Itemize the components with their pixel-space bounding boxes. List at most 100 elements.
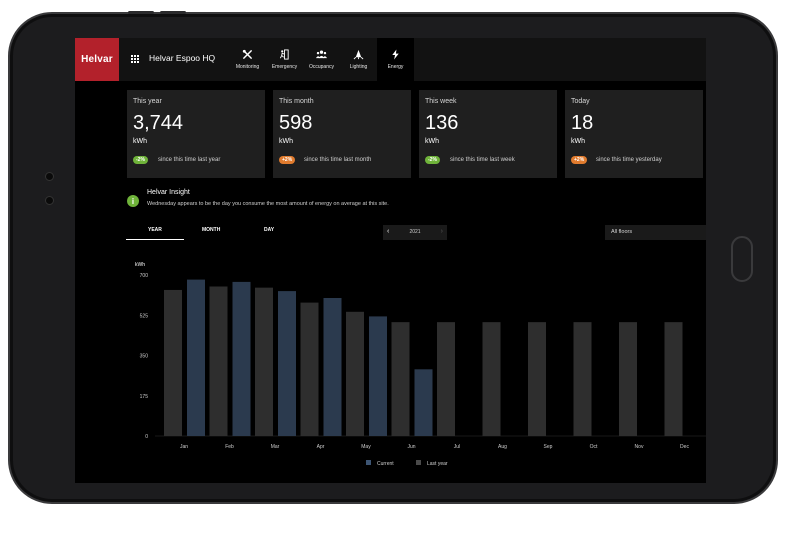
card-value: 136 (425, 112, 459, 134)
x-tick-label: Nov (635, 444, 644, 450)
light-icon (353, 49, 364, 60)
change-badge: +2% (279, 156, 296, 164)
x-tick-label: May (361, 444, 371, 450)
x-tick-label: Feb (225, 444, 234, 450)
card-title: This month (279, 98, 314, 105)
bar-last-year (164, 289, 182, 436)
change-badge: -2% (133, 156, 148, 164)
legend-swatch-current (366, 460, 371, 465)
card-unit: kWh (571, 138, 585, 145)
bar-current (369, 316, 387, 436)
card-title: Today (571, 98, 590, 105)
info-icon: i (127, 195, 139, 207)
main-nav: Monitoring Emergency Occupancy Lighting … (229, 38, 414, 81)
x-tick-label: Apr (317, 444, 325, 450)
card-unit: kWh (425, 138, 439, 145)
y-tick-label: 0 (145, 434, 148, 440)
y-tick-label: 700 (140, 273, 149, 279)
y-axis-label: kWh (135, 262, 145, 268)
card-value: 598 (279, 112, 313, 134)
tablet-side-button (128, 11, 154, 14)
nav-label: Energy (387, 64, 404, 70)
x-tick-label: Oct (590, 444, 598, 450)
nav-occupancy[interactable]: Occupancy (303, 38, 340, 81)
nav-label: Emergency (271, 64, 298, 70)
card-title: This year (133, 98, 162, 105)
bar-last-year (619, 322, 637, 436)
bar-last-year (482, 322, 501, 436)
site-name[interactable]: Helvar Espoo HQ (149, 53, 216, 63)
change-badge: +2% (571, 156, 588, 164)
bar-last-year (300, 302, 319, 436)
bar-last-year (209, 286, 228, 436)
floor-select-value: All floors (611, 229, 633, 235)
bolt-icon (392, 49, 399, 60)
legend-label-last-year: Last year (427, 461, 448, 467)
y-tick-label: 525 (140, 313, 149, 319)
card-value: 18 (571, 112, 594, 134)
nav-monitoring[interactable]: Monitoring (229, 38, 266, 81)
year-selector: ‹ 2021 › (383, 225, 447, 240)
bar-current (323, 298, 342, 436)
period-tabs: YEAR MONTH DAY (126, 227, 306, 241)
bar-current (278, 291, 296, 436)
grid-icon[interactable] (131, 55, 139, 63)
bar-current (414, 369, 433, 436)
card-compare-text: since this time last month (304, 157, 372, 163)
card-this-year[interactable]: This year 3,744 kWh -2% since this time … (127, 90, 265, 178)
card-compare-text: since this time yesterday (596, 157, 662, 163)
card-this-month[interactable]: This month 598 kWh +2% since this time l… (273, 90, 411, 178)
bar-last-year (255, 287, 273, 436)
card-value: 3,744 (133, 112, 184, 134)
active-tab-indicator (126, 239, 184, 240)
x-tick-label: Aug (498, 444, 507, 450)
nav-lighting[interactable]: Lighting (340, 38, 377, 81)
helvar-logo[interactable]: Helvar (75, 38, 119, 81)
bar-last-year (437, 322, 455, 436)
card-this-week[interactable]: This week 136 kWh -2% since this time la… (419, 90, 557, 178)
summary-cards: This year 3,744 kWh -2% since this time … (127, 90, 703, 178)
legend-swatch-last-year (416, 460, 421, 465)
tab-month[interactable]: MONTH (202, 227, 221, 233)
nav-label: Monitoring (235, 64, 260, 70)
card-title: This week (425, 98, 457, 105)
insight-text: Wednesday appears to be the day you cons… (147, 201, 389, 207)
legend-label-current: Current (377, 461, 394, 467)
nav-energy[interactable]: Energy (377, 38, 414, 81)
nav-emergency[interactable]: Emergency (266, 38, 303, 81)
chevron-left-icon[interactable]: ‹ (387, 228, 390, 235)
emergency-exit-icon (279, 49, 289, 60)
bar-current (232, 281, 251, 436)
tablet-side-button (160, 11, 186, 14)
tablet-sensor (45, 196, 54, 205)
x-tick-label: Jun (407, 444, 415, 450)
energy-chart: kWh 0 175 350 525 700 Jan Feb Mar Apr May Jun Jul Aug… (135, 262, 706, 467)
insight-title: Helvar Insight (147, 189, 190, 196)
bar-last-year (346, 311, 364, 436)
card-unit: kWh (279, 138, 293, 145)
bar-last-year (528, 322, 546, 436)
screen: Helvar Helvar Espoo HQ Monitoring Emerge… (75, 38, 706, 483)
bar-current (187, 279, 205, 436)
y-tick-label: 350 (140, 354, 149, 360)
floor-select[interactable]: All floors (605, 225, 706, 240)
chevron-right-icon[interactable]: › (440, 228, 443, 235)
tablet-home-button[interactable] (731, 236, 753, 282)
nav-label: Occupancy (308, 64, 334, 70)
x-tick-label: Sep (544, 444, 553, 450)
bar-last-year (391, 322, 410, 436)
card-unit: kWh (133, 138, 147, 145)
tab-day[interactable]: DAY (264, 227, 275, 233)
tools-icon (242, 49, 252, 59)
top-bar: Helvar Helvar Espoo HQ Monitoring Emerge… (75, 38, 706, 81)
card-today[interactable]: Today 18 kWh +2% since this time yesterd… (565, 90, 703, 178)
bar-last-year (664, 322, 683, 436)
x-tick-label: Jan (180, 444, 188, 450)
year-value: 2021 (409, 229, 421, 235)
y-tick-label: 175 (140, 394, 149, 400)
tablet-camera (45, 172, 54, 181)
change-badge: -2% (425, 156, 440, 164)
x-tick-label: Dec (680, 444, 689, 450)
bar-last-year (573, 322, 592, 436)
tab-year[interactable]: YEAR (148, 227, 162, 233)
